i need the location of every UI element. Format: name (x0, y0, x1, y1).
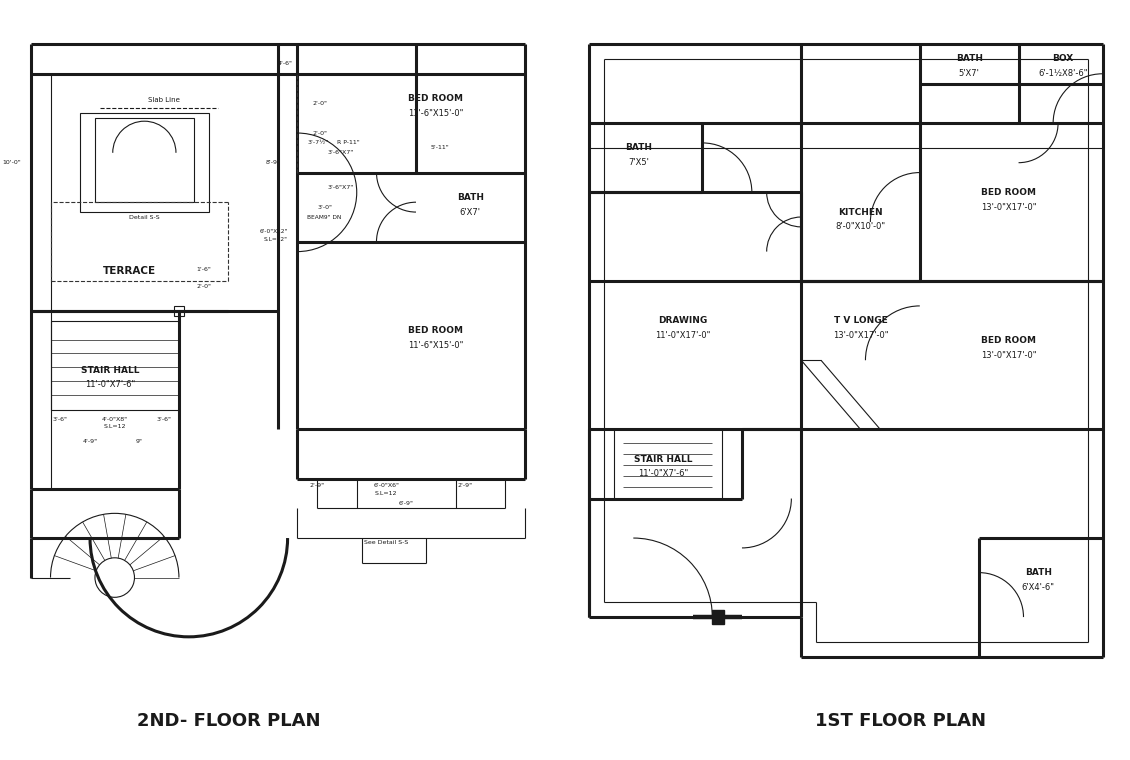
Text: KITCHEN: KITCHEN (838, 207, 883, 217)
Bar (712, 610, 724, 624)
Text: S.L=12": S.L=12" (263, 237, 288, 242)
Text: Detail S-S: Detail S-S (129, 214, 159, 220)
Text: 11'-0"X17'-0": 11'-0"X17'-0" (655, 331, 711, 340)
Text: 13'-0"X17'-0": 13'-0"X17'-0" (833, 331, 888, 340)
Text: BATH: BATH (956, 55, 983, 64)
Text: 1'-6": 1'-6" (197, 267, 211, 272)
Text: R P-11": R P-11" (337, 141, 359, 145)
Text: 2'-9": 2'-9" (458, 483, 473, 488)
Text: BED ROOM: BED ROOM (408, 326, 463, 335)
Text: 8'-9": 8'-9" (266, 160, 280, 165)
Bar (174, 306, 184, 316)
Text: 6'X7': 6'X7' (460, 207, 481, 217)
Text: BATH: BATH (625, 144, 652, 152)
Text: 3'-6"X7": 3'-6"X7" (327, 150, 354, 155)
Text: 6'-1½X8'-6": 6'-1½X8'-6" (1038, 69, 1088, 78)
Text: 11'-6"X15'-0": 11'-6"X15'-0" (408, 109, 463, 118)
Text: 6'-0"X12": 6'-0"X12" (259, 230, 288, 234)
Text: 7'X5': 7'X5' (628, 158, 649, 167)
Text: 3'-7½": 3'-7½" (307, 141, 329, 145)
Text: 6'X4'-6": 6'X4'-6" (1022, 583, 1054, 592)
Text: 1ST FLOOR PLAN: 1ST FLOOR PLAN (815, 712, 985, 730)
Text: S.L=12: S.L=12 (375, 491, 398, 496)
Bar (51, 321, 179, 410)
Text: 6'-9": 6'-9" (399, 501, 414, 506)
Text: 4'-6": 4'-6" (278, 62, 293, 66)
Text: S.L=12: S.L=12 (104, 424, 125, 429)
Text: BED ROOM: BED ROOM (408, 94, 463, 103)
Text: 2'-0": 2'-0" (197, 283, 211, 289)
Text: Slab Line: Slab Line (148, 97, 180, 103)
Text: TERRACE: TERRACE (103, 266, 156, 277)
Text: STAIR HALL: STAIR HALL (634, 454, 693, 464)
Text: 10'-0": 10'-0" (2, 160, 20, 165)
Text: 2'-0": 2'-0" (312, 101, 328, 106)
Text: 13'-0"X17'-0": 13'-0"X17'-0" (981, 203, 1036, 211)
Text: BOX: BOX (1052, 55, 1073, 64)
Text: 8'-0"X10'-0": 8'-0"X10'-0" (835, 223, 886, 231)
Text: DRAWING: DRAWING (658, 316, 707, 325)
Bar (614, 429, 722, 499)
Text: 11'-6"X15'-0": 11'-6"X15'-0" (408, 341, 463, 350)
Bar (80, 113, 209, 212)
Text: BEAM9" DN: BEAM9" DN (307, 214, 341, 220)
Text: 11'-0"X7'-6": 11'-0"X7'-6" (637, 470, 688, 478)
Text: 4'-9": 4'-9" (82, 439, 97, 444)
Text: BATH: BATH (457, 193, 484, 201)
Text: 2'-9": 2'-9" (310, 483, 324, 488)
Text: 2'-0": 2'-0" (312, 131, 328, 135)
Bar (95, 119, 193, 202)
Text: 3'-6": 3'-6" (53, 417, 68, 422)
Text: T V LONGE: T V LONGE (834, 316, 887, 325)
Text: BED ROOM: BED ROOM (981, 188, 1036, 197)
Text: 6'-0"X6": 6'-0"X6" (373, 483, 399, 488)
Text: See Detail S-S: See Detail S-S (364, 540, 408, 546)
Text: BED ROOM: BED ROOM (981, 336, 1036, 345)
Text: 9": 9" (136, 439, 142, 444)
Text: 3'-0": 3'-0" (318, 204, 332, 210)
Text: 3'-6": 3'-6" (157, 417, 172, 422)
Text: BATH: BATH (1025, 568, 1052, 577)
Text: 4'-0"X8": 4'-0"X8" (102, 417, 128, 422)
Text: 2ND- FLOOR PLAN: 2ND- FLOOR PLAN (137, 712, 320, 730)
Text: 3'-6"X7": 3'-6"X7" (327, 185, 354, 190)
Text: 5'-11": 5'-11" (431, 145, 450, 150)
Text: STAIR HALL: STAIR HALL (80, 366, 139, 375)
Text: 5'X7': 5'X7' (958, 69, 980, 78)
Text: 13'-0"X17'-0": 13'-0"X17'-0" (981, 351, 1036, 359)
Text: 11'-0"X7'-6": 11'-0"X7'-6" (85, 381, 134, 389)
